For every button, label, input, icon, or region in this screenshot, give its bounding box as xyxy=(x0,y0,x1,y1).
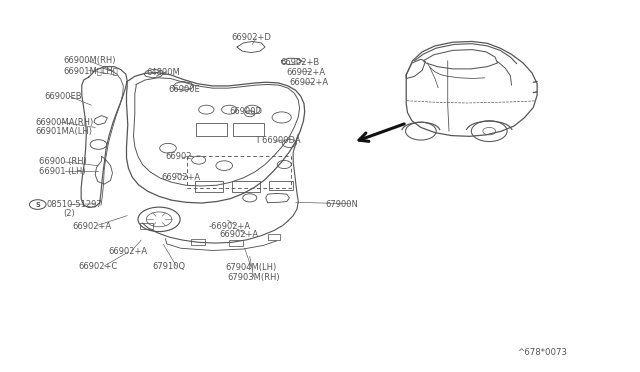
Text: 66900E: 66900E xyxy=(168,85,200,94)
Text: ^678*0073: ^678*0073 xyxy=(516,348,566,357)
Text: S: S xyxy=(35,202,40,208)
Text: 66902+A: 66902+A xyxy=(162,173,201,182)
Bar xyxy=(191,239,205,245)
Text: 66900M(RH): 66900M(RH) xyxy=(63,56,116,65)
Text: 64890M: 64890M xyxy=(147,68,180,77)
Text: 66900D: 66900D xyxy=(229,108,262,116)
Text: 66902+A: 66902+A xyxy=(287,68,326,77)
Bar xyxy=(232,181,260,192)
Text: 66900MA(RH): 66900MA(RH) xyxy=(36,118,94,127)
Text: 66901MA(LH): 66901MA(LH) xyxy=(36,126,93,136)
Text: 66901 (LH): 66901 (LH) xyxy=(39,167,86,176)
Text: 66902+C: 66902+C xyxy=(79,262,118,271)
Text: 66901M〈LH〉: 66901M〈LH〉 xyxy=(63,66,118,75)
Text: 67903M(RH): 67903M(RH) xyxy=(227,273,280,282)
Text: 66902+A: 66902+A xyxy=(72,221,111,231)
Bar xyxy=(268,234,280,240)
Text: 08510-51297: 08510-51297 xyxy=(47,200,102,209)
Bar xyxy=(269,181,293,190)
Text: 66902+A: 66902+A xyxy=(289,78,328,87)
Text: 67900N: 67900N xyxy=(325,200,358,209)
Bar xyxy=(187,155,291,188)
Bar xyxy=(196,123,227,136)
Text: 66900EB: 66900EB xyxy=(44,92,82,101)
Text: (2): (2) xyxy=(63,209,75,218)
Text: 66902+B: 66902+B xyxy=(280,58,319,67)
Text: 66902+D: 66902+D xyxy=(232,33,272,42)
Bar xyxy=(229,240,243,246)
Text: -66902+A: -66902+A xyxy=(208,221,250,231)
Bar xyxy=(195,181,223,192)
Text: 66902+A: 66902+A xyxy=(219,230,258,240)
Text: 67904M(LH): 67904M(LH) xyxy=(225,263,276,272)
Text: 66902+A: 66902+A xyxy=(108,247,147,256)
Text: l 66900DA: l 66900DA xyxy=(257,136,301,145)
Text: 66902: 66902 xyxy=(166,152,192,161)
Bar xyxy=(233,123,264,136)
Text: 67910Q: 67910Q xyxy=(153,262,186,271)
Text: 66900 (RH): 66900 (RH) xyxy=(39,157,87,166)
Bar xyxy=(140,223,153,229)
